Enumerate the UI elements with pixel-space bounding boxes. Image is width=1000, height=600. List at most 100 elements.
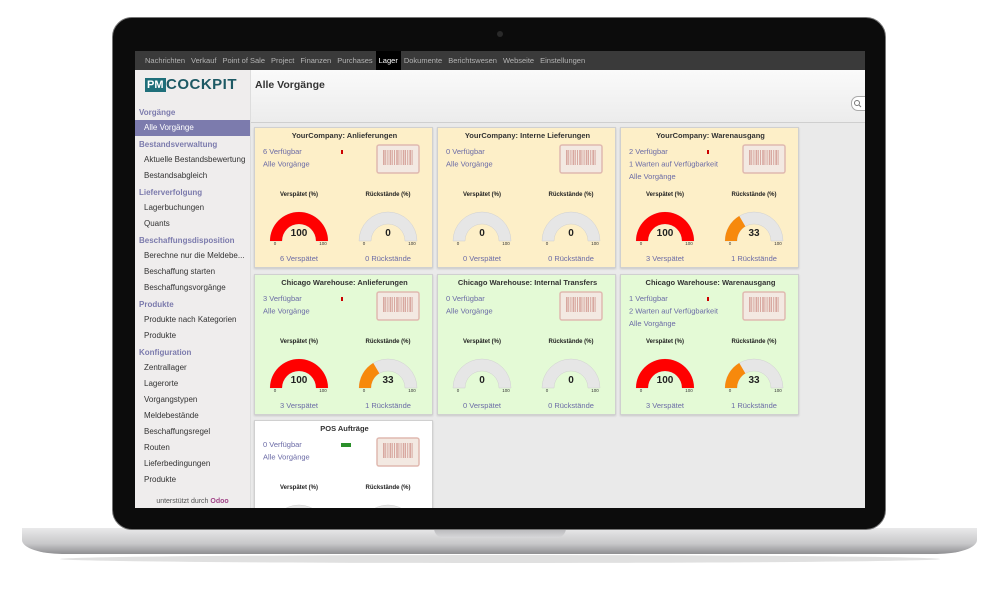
search-box[interactable] — [851, 96, 865, 111]
card-footer-link[interactable]: 0 Verspätet — [463, 254, 502, 263]
nav-item[interactable]: Alle Vorgänge — [135, 120, 250, 136]
card-link[interactable]: Alle Vorgänge — [263, 453, 310, 462]
card-link[interactable]: 0 Verfügbar — [446, 147, 485, 156]
card-link[interactable]: 6 Verfügbar — [263, 147, 302, 156]
card-footer-link[interactable]: 1 Rückstände — [731, 254, 777, 263]
menu-item[interactable]: Lager — [375, 51, 401, 70]
menu-item[interactable]: Nachrichten — [145, 56, 186, 65]
gauge-min: 0 — [363, 388, 366, 393]
card-link[interactable]: 2 Warten auf Verfügbarkeit — [629, 306, 719, 315]
gauge-track — [374, 504, 402, 508]
card-link[interactable]: Alle Vorgänge — [629, 172, 676, 181]
menu-item[interactable]: Einstellungen — [540, 56, 586, 65]
nav-item[interactable]: Vorgangstypen — [144, 395, 198, 404]
gauge-label: Rückstände (%) — [365, 339, 410, 345]
card-footer-link[interactable]: 1 Rückstände — [731, 401, 777, 410]
card-footer-link[interactable]: 0 Rückstände — [365, 254, 411, 263]
logo-badge: PM — [145, 78, 166, 92]
gauge-arc — [270, 211, 328, 241]
card-link[interactable]: Alle Vorgänge — [629, 319, 676, 328]
card-link[interactable]: Alle Vorgänge — [263, 306, 310, 315]
card-link[interactable]: Alle Vorgänge — [446, 306, 493, 315]
barcode-stripe — [409, 296, 411, 312]
nav-item[interactable]: Berechne nur die Meldebe... — [144, 251, 245, 260]
barcode-icon — [742, 144, 786, 174]
nav-item[interactable]: Lagerbuchungen — [144, 203, 205, 212]
card-footer-link[interactable]: 6 Verspätet — [280, 254, 319, 263]
card-canvas: YourCompany: Interne Lieferungen 0 Verfüg… — [446, 131, 603, 263]
barcode-stripe — [402, 443, 405, 458]
menu-item[interactable]: Purchases — [337, 56, 373, 65]
card-canvas: Chicago Warehouse: Internal Transfers 0 V… — [446, 278, 603, 410]
nav-item[interactable]: Lagerorte — [144, 379, 179, 388]
card-footer-link[interactable]: 1 Rückstände — [365, 401, 411, 410]
nav-item[interactable]: Aktuelle Bestandsbewertung — [144, 155, 246, 164]
card-footer-link[interactable]: 0 Verspätet — [463, 401, 502, 410]
card-link[interactable]: 0 Verfügbar — [446, 294, 485, 303]
screen: Nachrichten Verkauf Point of Sale Project Fi… — [135, 51, 865, 508]
barcode-stripe — [579, 150, 581, 165]
menu-item[interactable]: Verkauf — [191, 56, 217, 65]
nav-item[interactable]: Beschaffungsvorgänge — [144, 283, 226, 292]
section-title: Lieferverfolgung — [139, 188, 203, 197]
card-link[interactable]: Alle Vorgänge — [446, 160, 493, 169]
nav-item[interactable]: Zentrallager — [144, 363, 187, 372]
shadow — [60, 555, 940, 563]
gauge-label: Rückstände (%) — [548, 339, 593, 345]
card-link[interactable]: 3 Verfügbar — [263, 294, 302, 303]
gauge-max: 100 — [591, 241, 599, 246]
card-footer-link[interactable]: 3 Verspätet — [646, 254, 685, 263]
card-footer-link[interactable]: 3 Verspätet — [280, 401, 319, 410]
nav-item[interactable]: Lieferbedingungen — [144, 459, 211, 468]
camera — [497, 31, 503, 37]
menu-item[interactable]: Berichtswesen — [448, 56, 497, 65]
nav-item[interactable]: Beschaffungsregel — [144, 427, 211, 436]
menu-item[interactable]: Dokumente — [403, 56, 443, 65]
barcode-stripe — [766, 296, 768, 312]
card-title[interactable]: YourCompany: Warenausgang — [656, 131, 765, 140]
nav-item[interactable]: Quants — [144, 219, 170, 228]
nav-item[interactable]: Produkte nach Kategorien — [144, 315, 237, 324]
card-title[interactable]: POS Aufträge — [320, 424, 368, 433]
card-canvas: Chicago Warehouse: Warenausgang 1 Verfügb… — [629, 278, 786, 410]
barcode-stripe — [411, 150, 413, 165]
logo[interactable]: PM COCKPIT — [135, 70, 250, 104]
indicator — [341, 296, 343, 301]
nav-item[interactable]: Meldebestände — [144, 411, 199, 420]
gauge-label: Verspätet (%) — [280, 192, 318, 198]
menu-item[interactable]: Project — [271, 56, 295, 65]
barcode-stripe — [574, 150, 576, 165]
menu-item[interactable]: Webseite — [502, 56, 535, 65]
barcode-icon — [559, 144, 603, 174]
card-title[interactable]: Chicago Warehouse: Warenausgang — [646, 278, 776, 287]
card: POS Aufträge 0 Verfügbar Alle Vorgänge Vers… — [254, 420, 433, 508]
nav-item[interactable]: Produkte — [144, 475, 177, 484]
gauge-arc — [636, 358, 694, 388]
menu-item[interactable]: Point of Sale — [222, 56, 265, 65]
footer-brand[interactable]: Odoo — [210, 498, 229, 505]
card-link[interactable]: 0 Verfügbar — [263, 440, 302, 449]
card-link[interactable]: 1 Warten auf Verfügbarkeit — [629, 160, 719, 169]
gauge-max: 100 — [685, 241, 693, 246]
card-title[interactable]: Chicago Warehouse: Internal Transfers — [458, 278, 597, 287]
card-footer-link[interactable]: 3 Verspätet — [646, 401, 685, 410]
card-footer-link[interactable]: 0 Rückstände — [548, 254, 594, 263]
nav-item[interactable]: Bestandsabgleich — [144, 171, 208, 180]
barcode-stripe — [574, 296, 576, 312]
barcode-stripe — [594, 296, 596, 312]
card-link[interactable]: 1 Verfügbar — [629, 294, 668, 303]
card-footer-link[interactable]: 0 Rückstände — [548, 401, 594, 410]
nav-item[interactable]: Produkte — [144, 331, 177, 340]
card-link[interactable]: 2 Verfügbar — [629, 147, 668, 156]
nav-item[interactable]: Beschaffung starten — [144, 267, 216, 276]
barcode-stripe — [771, 296, 772, 312]
nav-item[interactable]: Routen — [144, 443, 170, 452]
gauge-value: 0 — [479, 228, 485, 239]
card-title[interactable]: YourCompany: Anlieferungen — [292, 131, 398, 140]
card-link[interactable]: Alle Vorgänge — [263, 160, 310, 169]
barcode-stripe — [400, 296, 402, 312]
menu-item[interactable]: Finanzen — [300, 56, 332, 65]
card-title[interactable]: YourCompany: Interne Lieferungen — [465, 131, 591, 140]
card-title[interactable]: Chicago Warehouse: Anlieferungen — [281, 278, 408, 287]
